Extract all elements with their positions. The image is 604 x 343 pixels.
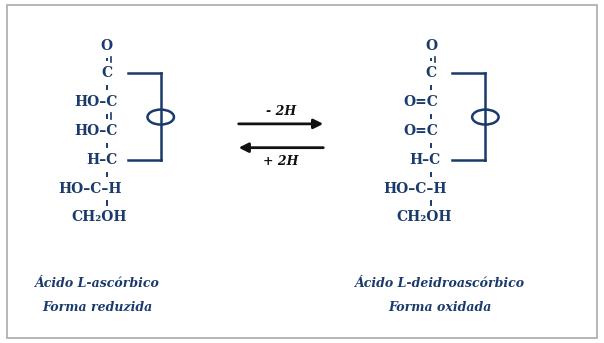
Text: C: C xyxy=(101,66,112,80)
Text: + 2H: + 2H xyxy=(263,155,298,168)
Text: Ácido L-deidroascórbico: Ácido L-deidroascórbico xyxy=(355,277,525,290)
Text: O: O xyxy=(100,39,113,52)
Text: CH₂OH: CH₂OH xyxy=(396,210,452,224)
Text: O=C: O=C xyxy=(403,95,439,109)
Text: Ácido L-ascórbico: Ácido L-ascórbico xyxy=(35,277,160,290)
Text: CH₂OH: CH₂OH xyxy=(72,210,127,224)
Text: HO–C–H: HO–C–H xyxy=(59,181,122,196)
Text: HO–C: HO–C xyxy=(75,95,118,109)
Text: H–C: H–C xyxy=(87,153,118,167)
Text: H–C: H–C xyxy=(410,153,441,167)
Text: - 2H: - 2H xyxy=(266,105,296,118)
Text: C: C xyxy=(426,66,437,80)
Text: Forma oxidada: Forma oxidada xyxy=(388,301,492,314)
Text: Forma reduzida: Forma reduzida xyxy=(42,301,153,314)
Text: HO–C: HO–C xyxy=(75,124,118,138)
Text: HO–C–H: HO–C–H xyxy=(384,181,447,196)
Text: O=C: O=C xyxy=(403,124,439,138)
Text: O: O xyxy=(425,39,437,52)
